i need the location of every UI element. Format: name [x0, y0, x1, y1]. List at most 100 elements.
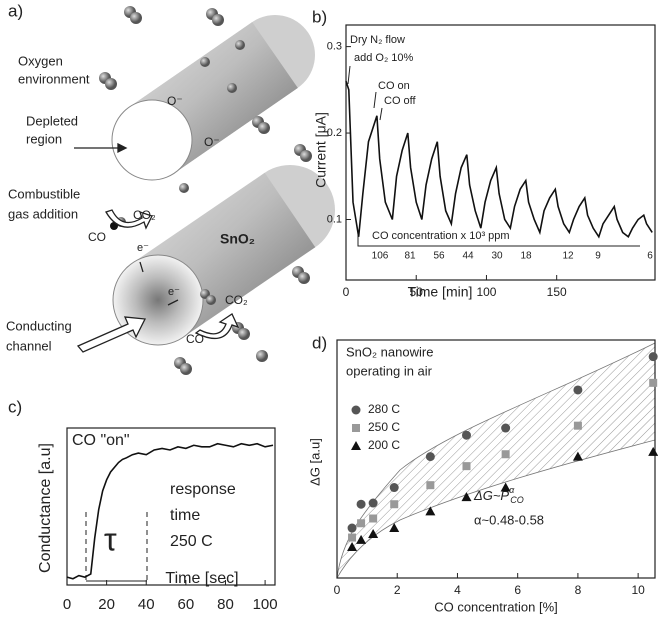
diagram-label: environment [18, 71, 90, 86]
fit-base: ΔG~P [473, 488, 509, 503]
point [461, 430, 471, 440]
data-line [66, 442, 274, 580]
x-tick-label: 60 [178, 596, 195, 613]
y-label: Conductance [a.u] [37, 443, 54, 573]
diagram-label: CO₂ [225, 293, 248, 307]
response-time-marker [85, 512, 148, 582]
point [368, 528, 379, 538]
diagram-label: Depleted [26, 113, 78, 128]
point [357, 519, 366, 528]
plot-frame [336, 339, 656, 579]
diagram-label: region [26, 131, 62, 146]
cycle-label: 56 [433, 251, 445, 262]
point [347, 523, 357, 533]
point [572, 451, 583, 461]
nanowire-bottom [112, 165, 335, 346]
point [390, 500, 399, 509]
x-tick-label: 80 [217, 596, 234, 613]
y-label: ΔG [a.u] [307, 438, 322, 486]
molecules [99, 6, 312, 375]
y-label: Current [μA] [313, 112, 329, 188]
x-label: Time [sec] [165, 570, 238, 587]
annotation: τ [104, 521, 117, 557]
chart-title: operating in air [346, 363, 433, 378]
cycle-label: 106 [372, 251, 389, 262]
diagram-label: Oxygen [18, 53, 63, 68]
fit-sup: α [509, 485, 515, 495]
x-tick-label: 100 [253, 596, 278, 613]
x-tick-label: 0 [343, 285, 350, 299]
diagram-label: Combustible [8, 186, 80, 201]
diagram-label: gas addition [8, 206, 78, 221]
point [648, 352, 658, 362]
cycle-label: 6 [647, 251, 653, 262]
legend-marker [352, 424, 360, 432]
x-label: Time [min] [408, 284, 473, 300]
legend-label: 280 C [368, 402, 400, 416]
diagram-label: O⁻ [167, 94, 183, 108]
x-tick-label: 10 [631, 583, 645, 597]
x-tick-label: 0 [63, 596, 71, 613]
annotation: Dry N₂ flow [350, 34, 405, 46]
legend-entry: 280 C [351, 402, 400, 416]
legend-marker [351, 405, 361, 415]
annotation: response [170, 481, 236, 498]
point [389, 483, 399, 493]
annotation: CO on [378, 80, 410, 92]
y-tick-label: 0.1 [327, 213, 342, 225]
panel-label: c) [8, 397, 22, 416]
x-tick-label: 4 [454, 583, 461, 597]
x-tick-label: 0 [334, 583, 341, 597]
cycle-label: 12 [562, 251, 574, 262]
diagram-label: CO [88, 230, 106, 244]
point [501, 450, 510, 459]
nanowire-top [111, 15, 315, 181]
panel-label: b) [312, 7, 327, 26]
legend-entry: 250 C [352, 420, 400, 434]
fit-sub: CO [510, 495, 524, 505]
panel-label: a) [8, 1, 23, 20]
x-tick-label: 6 [514, 583, 521, 597]
point [389, 523, 400, 533]
annotation: add O₂ 10% [354, 52, 414, 64]
legend-label: 200 C [368, 438, 400, 452]
data-line [345, 80, 653, 239]
x-tick-label: 40 [138, 596, 155, 613]
x-tick-label: 100 [476, 285, 496, 299]
annotation: CO concentration x 10³ ppm [372, 230, 510, 242]
x-tick-label: 20 [98, 596, 115, 613]
point [500, 482, 511, 492]
fit-formula: ΔG~Pα CO [473, 485, 524, 505]
diagram-label: e⁻ [137, 242, 149, 254]
diagram-label: CO [186, 332, 204, 346]
point [425, 452, 435, 462]
y-tick-label: 0.3 [327, 41, 342, 53]
diagram-label: SnO₂ [220, 231, 255, 247]
x-label: CO concentration [%] [434, 599, 558, 614]
diagram-label: channel [6, 338, 52, 353]
plot-frame [345, 24, 656, 281]
annotation: time [170, 507, 200, 524]
annotation: CO off [384, 95, 417, 107]
cycle-label: 44 [462, 251, 474, 262]
annotation: CO "on" [72, 432, 130, 449]
y-tick-label: 0.2 [327, 127, 342, 139]
diagram-label: CO₂ [133, 208, 156, 222]
cycle-label: 9 [595, 251, 601, 262]
x-tick-label: 8 [575, 583, 582, 597]
legend-label: 250 C [368, 420, 400, 434]
point [573, 385, 583, 395]
point [348, 533, 357, 542]
chart-title: SnO₂ nanowire [346, 344, 433, 359]
cycle-label: 18 [520, 251, 532, 262]
fit-exponent: α~0.48-0.58 [474, 512, 544, 527]
legend-entry: 200 C [351, 438, 400, 452]
point [356, 499, 366, 509]
legend-marker [351, 441, 361, 450]
point [369, 514, 378, 523]
point [356, 534, 367, 544]
cycle-label: 81 [404, 251, 416, 262]
diagram-label: Conducting [6, 318, 72, 333]
